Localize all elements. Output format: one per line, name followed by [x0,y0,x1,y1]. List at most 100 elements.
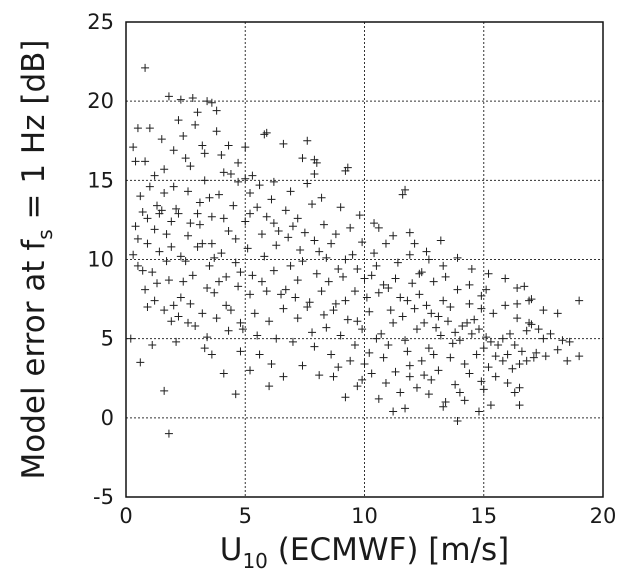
data-point [288,337,297,346]
data-point [212,127,221,136]
data-point [515,383,524,392]
data-point [412,325,421,334]
data-point [381,379,390,387]
data-point [322,253,331,262]
data-point [138,266,147,275]
y-tick-label: -5 [93,485,114,509]
data-point [191,322,200,330]
data-point [317,193,326,202]
data-point [360,274,369,283]
data-point [169,301,178,310]
data-point [410,239,419,248]
data-point [501,301,510,310]
data-point [441,398,450,406]
x-axis-label-main: U [220,532,243,568]
data-point [513,299,522,308]
data-point [267,195,276,204]
data-point [365,348,374,357]
data-point [174,312,183,321]
data-point [472,350,481,359]
data-point [427,375,436,384]
data-point [279,372,288,381]
data-point [169,182,178,191]
data-point [203,333,212,342]
data-point [162,257,171,266]
y-tick-label: 0 [101,406,114,430]
data-point [284,233,293,242]
data-point [355,211,364,220]
data-point [205,193,214,202]
data-point [477,304,486,313]
data-point [160,165,169,174]
data-point [508,364,517,373]
data-point [157,135,166,144]
data-point [279,304,288,313]
data-point [200,176,209,185]
data-point [133,261,142,270]
y-axis-label-subscript: s [33,229,57,239]
data-point [396,293,405,302]
data-point [408,279,417,288]
data-point [308,328,317,337]
data-point [129,250,138,259]
data-point [491,352,500,361]
data-point [432,323,441,332]
data-point [241,143,250,152]
data-point [520,282,529,291]
data-point [329,372,338,381]
data-point [167,242,176,251]
data-point [398,190,407,199]
data-point [217,151,226,159]
data-point [358,238,367,247]
data-point [241,217,250,226]
data-point [250,309,259,318]
data-point [155,247,164,256]
data-point [246,366,255,375]
data-point [141,285,150,294]
data-point [179,132,188,140]
data-point [184,187,193,196]
data-point [246,290,255,299]
data-points [126,63,584,438]
data-point [198,141,207,150]
data-point [350,341,359,349]
data-point [207,212,216,221]
data-point [517,347,526,356]
data-point [477,291,486,300]
data-point [384,284,393,292]
data-point [429,350,438,359]
data-point [486,337,495,346]
data-point [327,350,336,359]
data-point [212,314,221,323]
data-point [160,189,169,197]
data-point [370,219,379,228]
data-point [405,228,414,237]
data-point [150,296,159,305]
data-point [484,363,493,372]
data-point [429,277,438,286]
data-point [257,277,266,286]
data-point [436,331,445,340]
data-point [513,284,522,292]
data-point [191,120,200,129]
data-point [207,239,216,248]
data-point [353,382,362,391]
data-point [510,341,519,349]
data-point [372,261,381,270]
data-point [389,318,398,327]
data-point [317,287,326,296]
data-point [446,303,455,311]
data-point [405,372,414,381]
data-point [219,168,228,177]
data-point [131,157,140,166]
data-point [298,257,307,266]
data-point [136,192,145,201]
data-point [184,231,193,240]
data-point [219,369,228,378]
data-point [141,63,150,72]
data-point [346,223,355,232]
data-point [164,276,173,285]
data-point [343,315,352,324]
data-point [341,296,350,305]
data-point [341,255,350,264]
